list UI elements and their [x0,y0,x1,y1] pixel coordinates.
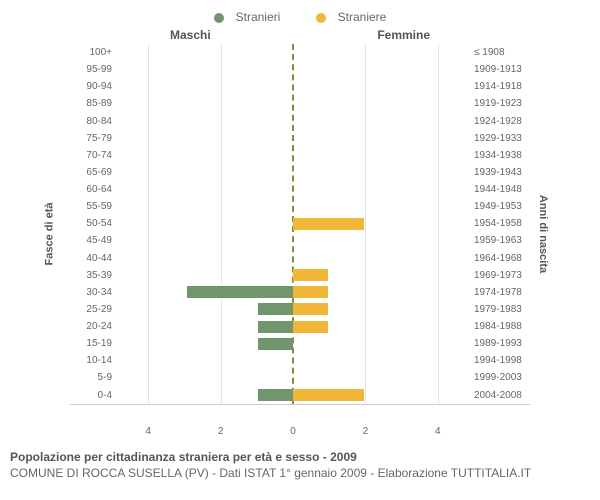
age-label: 100+ [70,47,116,58]
female-bar [293,269,328,281]
chart-row: 15-19 1989-1993 [70,335,530,352]
x-tick-label: 4 [145,426,151,437]
female-bar [293,303,328,315]
year-label: 1979-1983 [470,304,530,315]
age-label: 85-89 [70,98,116,109]
pyramid-chart: 100+ ≤ 1908 95-99 1909-1913 90-94 1914-1918 85… [70,44,530,405]
year-label: 1934-1938 [470,150,530,161]
chart-row: 50-54 1954-1958 [70,215,530,232]
year-label: 1939-1943 [470,167,530,178]
chart-row: 30-34 1974-1978 [70,284,530,301]
year-label: 1954-1958 [470,218,530,229]
female-dot [316,13,326,23]
male-dot [214,13,224,23]
year-label: 1964-1968 [470,253,530,264]
year-label: 1924-1928 [470,116,530,127]
age-label: 35-39 [70,270,116,281]
chart-footer: Popolazione per cittadinanza straniera p… [10,450,590,481]
year-label: 1989-1993 [470,338,530,349]
chart-row: 75-79 1929-1933 [70,130,530,147]
chart-title: Popolazione per cittadinanza straniera p… [10,450,590,466]
column-headers: Maschi Femmine [10,28,590,44]
chart-row: 5-9 1999-2003 [70,369,530,386]
chart-subtitle: COMUNE DI ROCCA SUSELLA (PV) - Dati ISTA… [10,466,590,482]
year-label: 1929-1933 [470,133,530,144]
x-tick-label: 0 [290,426,296,437]
age-label: 10-14 [70,355,116,366]
year-label: 2004-2008 [470,390,530,401]
male-bar [258,303,293,315]
age-label: 80-84 [70,116,116,127]
age-label: 65-69 [70,167,116,178]
male-bar [258,321,293,333]
year-label: 1949-1953 [470,201,530,212]
header-male: Maschi [170,28,211,42]
year-label: 1909-1913 [470,64,530,75]
age-label: 40-44 [70,253,116,264]
chart-row: 55-59 1949-1953 [70,198,530,215]
legend: Stranieri Straniere [10,10,590,24]
male-bar [258,338,293,350]
chart-row: 35-39 1969-1973 [70,267,530,284]
age-label: 0-4 [70,390,116,401]
x-tick-label: 4 [435,426,441,437]
chart-row: 90-94 1914-1918 [70,78,530,95]
age-label: 60-64 [70,184,116,195]
year-label: 1999-2003 [470,372,530,383]
chart-row: 60-64 1944-1948 [70,181,530,198]
chart-row: 95-99 1909-1913 [70,61,530,78]
year-label: 1919-1923 [470,98,530,109]
legend-male: Stranieri [236,10,281,24]
age-label: 20-24 [70,321,116,332]
female-bar [293,218,364,230]
female-bar [293,321,328,333]
year-label: 1944-1948 [470,184,530,195]
x-tick-label: 2 [218,426,224,437]
year-label: 1914-1918 [470,81,530,92]
age-label: 50-54 [70,218,116,229]
chart-row: 10-14 1994-1998 [70,352,530,369]
female-bar [293,389,364,401]
year-label: 1984-1988 [470,321,530,332]
x-tick-label: 2 [363,426,369,437]
year-label: 1974-1978 [470,287,530,298]
chart-row: 40-44 1964-1968 [70,250,530,267]
chart-row: 20-24 1984-1988 [70,318,530,335]
age-label: 25-29 [70,304,116,315]
age-label: 15-19 [70,338,116,349]
legend-female: Straniere [338,10,387,24]
chart-row: 25-29 1979-1983 [70,301,530,318]
age-label: 75-79 [70,133,116,144]
year-label: 1969-1973 [470,270,530,281]
chart-row: 45-49 1959-1963 [70,232,530,249]
chart-row: 85-89 1919-1923 [70,95,530,112]
male-bar [258,389,293,401]
chart-row: 65-69 1939-1943 [70,164,530,181]
x-axis: 0 2 2 4 4 [70,426,530,442]
chart-row: 0-4 2004-2008 [70,387,530,404]
age-label: 90-94 [70,81,116,92]
header-female: Femmine [377,28,430,42]
y-axis-label-right: Anni di nascita [537,195,549,273]
age-label: 70-74 [70,150,116,161]
year-label: 1994-1998 [470,355,530,366]
age-label: 55-59 [70,201,116,212]
female-bar [293,286,328,298]
year-label: ≤ 1908 [470,47,530,58]
age-label: 95-99 [70,64,116,75]
y-axis-label-left: Fasce di età [43,203,55,266]
age-label: 45-49 [70,235,116,246]
chart-row: 100+ ≤ 1908 [70,44,530,61]
male-bar [187,286,293,298]
age-label: 5-9 [70,372,116,383]
age-label: 30-34 [70,287,116,298]
year-label: 1959-1963 [470,235,530,246]
chart-row: 80-84 1924-1928 [70,113,530,130]
chart-row: 70-74 1934-1938 [70,147,530,164]
